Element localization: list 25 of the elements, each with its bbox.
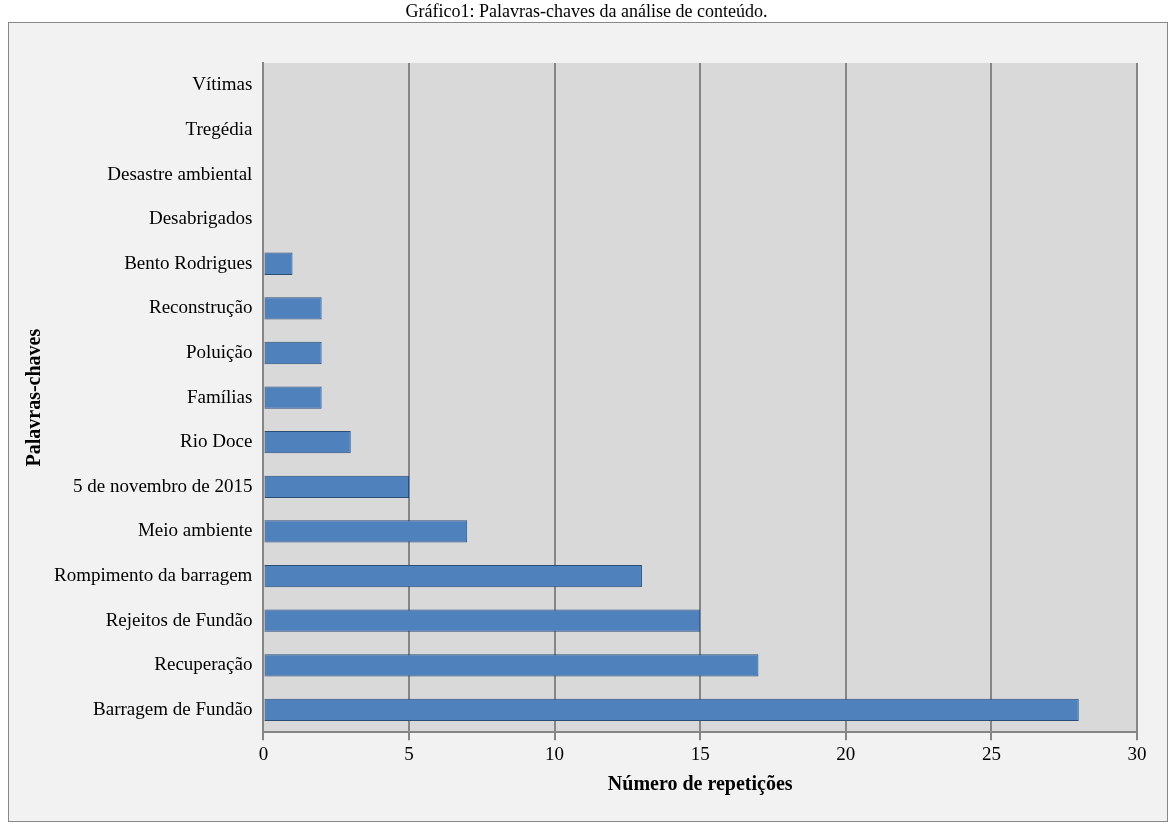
- y-tick-label: Bento Rodrigues: [124, 251, 253, 273]
- y-tick-label: Barragem de Fundão: [93, 697, 253, 719]
- y-tick-label: Desabrigados: [148, 207, 253, 229]
- y-tick-label: Recuperação: [154, 653, 253, 675]
- x-tick-label: 15: [690, 742, 710, 764]
- y-tick-label: 5 de novembro de 2015: [72, 474, 253, 496]
- y-tick-label: Rejeitos de Fundão: [105, 608, 253, 630]
- y-tick-label: Reconstrução: [148, 296, 253, 318]
- chart-title: Gráfico1: Palavras-chaves da análise de conteúdo.: [404, 0, 769, 22]
- x-tick-label: 0: [258, 742, 269, 764]
- x-axis-title: Número de repetições: [607, 772, 793, 796]
- x-tick-label: 5: [404, 742, 414, 764]
- y-tick-label: Meio ambiente: [137, 519, 253, 541]
- y-tick-label: Desastre ambiental: [107, 162, 253, 184]
- x-tick-label: 10: [545, 742, 565, 764]
- y-tick-label: Tregédia: [185, 117, 253, 139]
- y-axis-title: Palavras-chaves: [22, 328, 45, 467]
- x-tick-label: 30: [1127, 742, 1147, 764]
- y-tick-label: Rompimento da barragem: [54, 564, 253, 586]
- y-tick-label: Poluição: [185, 340, 253, 362]
- y-tick-label: Famílias: [186, 385, 253, 407]
- y-tick-label: Vítimas: [192, 73, 253, 95]
- y-tick-label: Rio Doce: [180, 430, 253, 452]
- x-tick-label: 20: [836, 742, 856, 764]
- x-tick-label: 25: [981, 742, 1001, 764]
